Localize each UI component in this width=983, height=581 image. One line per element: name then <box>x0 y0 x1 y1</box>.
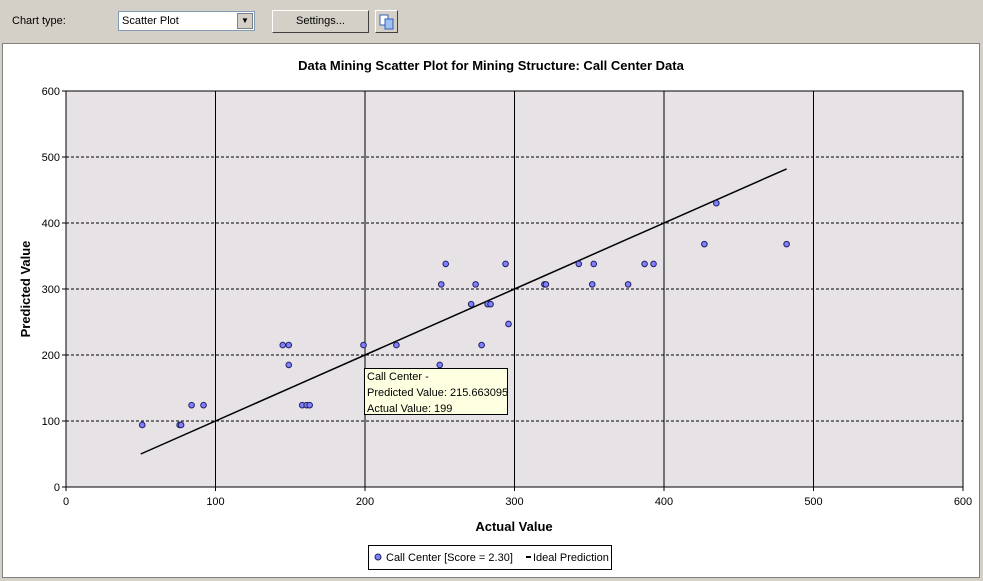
data-point <box>285 361 293 369</box>
data-point <box>641 260 648 268</box>
y-axis-label: Predicted Value <box>18 241 33 338</box>
data-point <box>138 421 146 429</box>
data-point <box>393 341 400 349</box>
data-point <box>200 401 207 409</box>
data-point <box>575 260 583 268</box>
tooltip-box <box>364 368 508 415</box>
data-point <box>467 300 475 308</box>
data-point <box>701 240 708 248</box>
x-tick-label: 0 <box>63 496 69 508</box>
x-tick-label: 500 <box>804 496 822 508</box>
y-tick-label: 100 <box>42 416 60 428</box>
copy-button[interactable] <box>375 10 398 33</box>
y-tick-label: 200 <box>42 350 60 362</box>
x-tick-label: 100 <box>206 496 224 508</box>
chart-type-select[interactable]: Scatter Plot ▼ <box>118 11 255 31</box>
copy-icon <box>379 14 394 30</box>
y-tick-label: 0 <box>54 482 60 494</box>
legend-marker <box>374 553 382 561</box>
x-tick-label: 200 <box>356 496 374 508</box>
x-tick-label: 300 <box>505 496 523 508</box>
data-point <box>279 341 287 349</box>
data-point <box>177 421 185 429</box>
data-point <box>713 199 720 207</box>
data-point <box>436 361 444 369</box>
data-point <box>472 281 479 288</box>
legend-series-label: Call Center [Score = 2.30] <box>386 552 513 564</box>
settings-label: Settings... <box>296 15 345 27</box>
y-tick-label: 300 <box>42 284 60 296</box>
data-point <box>285 341 293 349</box>
data-point <box>505 320 512 328</box>
data-point <box>437 281 445 288</box>
data-point <box>783 240 790 248</box>
y-tick-label: 500 <box>42 152 60 164</box>
data-point <box>306 401 313 409</box>
data-point <box>502 260 509 268</box>
data-point <box>487 300 494 308</box>
data-point <box>188 401 195 409</box>
ideal-prediction-line <box>140 168 787 455</box>
x-tick-label: 600 <box>954 496 972 508</box>
tooltip-line: Actual Value: 199 <box>367 403 452 415</box>
chevron-down-icon[interactable]: ▼ <box>237 13 253 29</box>
chart-type-label: Chart type: <box>12 15 66 27</box>
chart-type-value: Scatter Plot <box>122 15 179 27</box>
y-tick-label: 600 <box>42 86 60 98</box>
data-point <box>650 260 657 268</box>
y-tick-label: 400 <box>42 218 60 230</box>
data-point <box>360 341 367 349</box>
x-axis-label: Actual Value <box>475 519 552 534</box>
data-point <box>542 281 550 288</box>
x-tick-label: 400 <box>655 496 673 508</box>
legend-box <box>368 545 612 570</box>
chart-title: Data Mining Scatter Plot for Mining Stru… <box>298 58 684 73</box>
data-point <box>442 260 450 268</box>
data-point <box>588 281 596 288</box>
tooltip-line: Call Center - <box>367 371 429 383</box>
settings-button[interactable]: Settings... <box>272 10 369 33</box>
data-point <box>478 341 485 349</box>
data-point <box>624 281 632 288</box>
legend-ideal-label: Ideal Prediction <box>533 552 609 564</box>
tooltip-line: Predicted Value: 215.663095 <box>367 387 508 399</box>
data-point <box>590 260 598 268</box>
